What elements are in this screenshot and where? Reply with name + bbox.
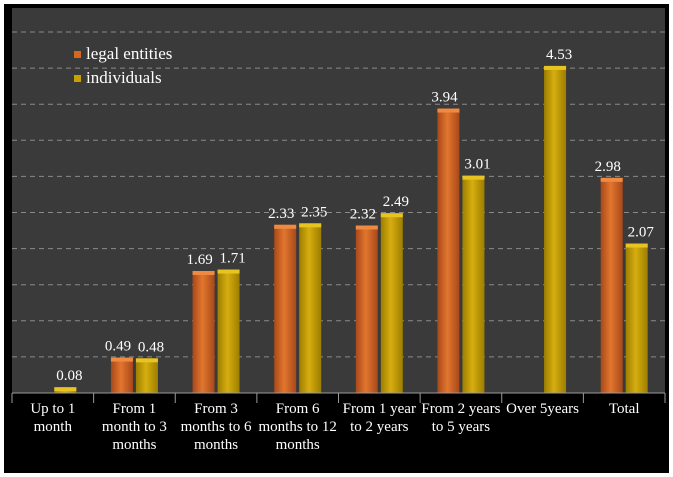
data-label: 0.48 — [138, 339, 164, 355]
category-label: From 1 month to 3 months — [101, 401, 167, 453]
data-label: 4.53 — [546, 47, 572, 63]
data-label: 3.94 — [431, 90, 458, 106]
category-label: From 3 months to 6 months — [180, 401, 252, 453]
category-label: From 2 years to 5 years — [421, 401, 501, 435]
legend-swatch-individuals — [74, 74, 81, 82]
data-label: 1.69 — [186, 252, 212, 268]
bar-legal-entities — [437, 108, 460, 394]
category-label: Over 5years — [506, 401, 579, 417]
data-label: 2.07 — [628, 225, 655, 241]
chart-legend: legal entities individuals — [74, 42, 172, 90]
legend-label-individuals: individuals — [86, 68, 162, 87]
legend-item-legal-entities: legal entities — [74, 42, 172, 66]
data-label: 3.01 — [464, 157, 490, 173]
legend-label-legal-entities: legal entities — [86, 44, 173, 63]
legend-swatch-legal-entities — [74, 50, 81, 58]
bar-legal-entities — [192, 270, 215, 393]
category-label: From 6 months to 12 months — [258, 401, 337, 453]
category-label: Up to 1 month — [30, 401, 76, 435]
bar-legal-entities — [110, 357, 133, 393]
data-label: 1.71 — [219, 251, 245, 267]
bar-individuals — [544, 65, 567, 394]
bar-individuals — [462, 175, 485, 393]
bar-individuals — [299, 223, 322, 393]
data-label: 0.08 — [56, 368, 82, 384]
chart-plot: 0.08 0.49 0.48 1.69 1.71 2.33 2.35 2.32 2.49 3.94… — [11, 8, 666, 403]
chart-frame: 0.08 0.49 0.48 1.69 1.71 2.33 2.35 2.32 2.49 3.94… — [4, 4, 669, 473]
data-label: 2.98 — [595, 159, 621, 175]
bar-individuals — [135, 358, 158, 393]
data-label: 2.35 — [301, 204, 327, 220]
category-label: From 1 year to 2 years — [342, 401, 416, 435]
bar-individuals — [54, 387, 77, 393]
data-label: 2.49 — [383, 194, 409, 210]
bar-legal-entities — [355, 225, 378, 393]
bar-individuals — [217, 269, 240, 393]
bar-legal-entities — [600, 177, 623, 393]
data-label: 0.49 — [105, 339, 131, 355]
legend-item-individuals: individuals — [74, 66, 172, 90]
bar-individuals — [625, 243, 648, 393]
data-label: 2.33 — [268, 206, 294, 222]
data-label: 2.32 — [350, 206, 376, 222]
bar-legal-entities — [274, 224, 297, 393]
category-label: Total — [608, 401, 640, 417]
bar-individuals — [380, 213, 403, 393]
